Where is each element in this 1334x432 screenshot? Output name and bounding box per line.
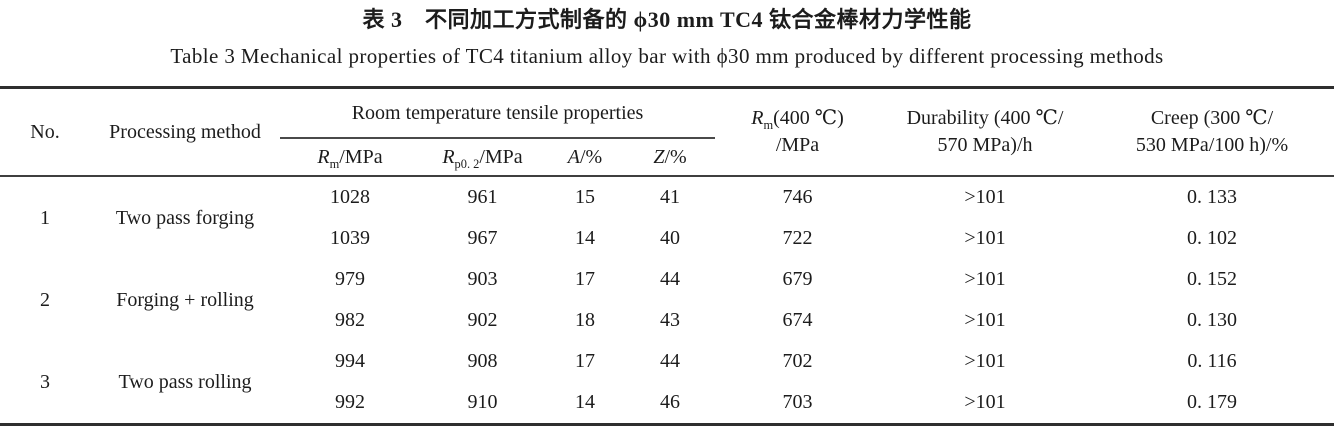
cell-reduction: 40 [660,227,680,249]
reduction-symbol: Z [653,145,665,168]
cell-elongation: 14 [575,391,595,413]
cell-rp02: 903 [467,268,498,290]
table-caption-zh: 表 3 不同加工方式制备的 ϕ30 mm TC4 钛合金棒材力学性能 [362,7,972,32]
rm400-line2: /MPa [775,134,820,156]
cell-creep: 0. 116 [1187,350,1237,372]
col-header-creep: Creep (300 ℃/ 530 MPa/100 h)/% [1090,87,1334,177]
cell-elongation: 17 [575,350,595,372]
cell-durability: >101 [964,186,1006,208]
cell-rm: 992 [335,391,365,413]
cell-creep: 0. 179 [1187,391,1238,413]
col-group-header-tensile: Room temperature tensile properties [280,87,716,139]
header-row-2: Rm/MPa Rp0. 2/MPa A/% Z/% [0,138,1334,177]
cell-rm: 994 [335,350,365,372]
cell-rm: 979 [335,268,365,290]
cell-rp02: 961 [467,186,498,208]
elongation-unit: /% [580,145,603,168]
col-header-rm: Rm/MPa [280,138,420,177]
durability-line1: Durability (400 ℃/ [906,107,1064,129]
rm400-condition: (400 ℃) [773,107,844,129]
cell-rm400: 702 [782,350,813,372]
table-row: 1 Two pass forging 1028 961 15 41 746 >1… [0,176,1334,229]
cell-reduction: 44 [660,268,680,290]
table-row: 982 902 18 43 674 >101 0. 130 [0,300,1334,341]
cell-rm400: 679 [782,268,813,290]
cell-rm: 982 [335,309,365,331]
rm-unit: /MPa [339,145,383,168]
rm400-line1: Rm(400 ℃) [715,105,880,132]
cell-rm400: 703 [782,391,813,413]
cell-durability: >101 [964,227,1006,249]
cell-rm400: 746 [782,186,813,208]
cell-no: 1 [40,206,50,229]
col-header-no: No. [0,87,90,177]
cell-rp02: 910 [467,391,498,413]
table-row: 2 Forging + rolling 979 903 17 44 679 >1… [0,259,1334,311]
cell-elongation: 18 [575,309,595,331]
col-header-reduction: Z/% [625,138,716,177]
reduction-unit: /% [664,145,687,168]
header-row-1: No. Processing method Room temperature t… [0,87,1334,177]
cell-reduction: 44 [660,350,680,372]
cell-creep: 0. 152 [1187,268,1238,290]
cell-durability: >101 [964,391,1006,413]
col-header-method: Processing method [90,87,280,177]
rm400-subscript: m [763,118,774,132]
creep-line2: 530 MPa/100 h)/% [1135,134,1289,156]
cell-elongation: 14 [575,227,595,249]
rp02-symbol: R [442,145,455,168]
col-header-rp02: Rp0. 2/MPa [420,138,545,177]
rp02-unit: /MPa [479,145,523,168]
durability-line2: 570 MPa)/h [937,134,1033,156]
col-header-rm400: Rm(400 ℃) /MPa [715,87,881,177]
cell-rm: 1039 [330,227,370,249]
cell-creep: 0. 102 [1187,227,1238,249]
cell-rm400: 674 [782,309,813,331]
cell-rm: 1028 [330,186,370,208]
col-header-durability: Durability (400 ℃/ 570 MPa)/h [880,87,1091,177]
rm-subscript: m [329,156,340,171]
cell-rp02: 908 [467,350,498,372]
cell-durability: >101 [964,268,1006,290]
creep-line1: Creep (300 ℃/ [1150,107,1274,129]
elongation-symbol: A [567,145,580,168]
cell-rp02: 967 [467,227,498,249]
cell-no: 3 [40,370,50,393]
cell-rp02: 902 [467,309,498,331]
table-caption-en: Table 3 Mechanical properties of TC4 tit… [170,44,1164,68]
cell-rm400: 722 [782,227,813,249]
cell-elongation: 17 [575,268,595,290]
rm400-symbol: R [751,107,764,129]
cell-reduction: 43 [660,309,680,331]
cell-method: Two pass rolling [118,370,252,393]
table-row: 3 Two pass rolling 994 908 17 44 702 >10… [0,341,1334,393]
cell-elongation: 15 [575,186,595,208]
table-row: 992 910 14 46 703 >101 0. 179 [0,382,1334,425]
col-header-elongation: A/% [545,138,625,177]
cell-creep: 0. 133 [1187,186,1238,208]
cell-durability: >101 [964,350,1006,372]
cell-method: Forging + rolling [116,288,254,311]
cell-no: 2 [40,288,50,311]
rm-symbol: R [317,145,330,168]
table-row: 1039 967 14 40 722 >101 0. 102 [0,218,1334,259]
mechanical-properties-table: No. Processing method Room temperature t… [0,86,1334,426]
cell-reduction: 41 [660,186,680,208]
cell-creep: 0. 130 [1187,309,1238,331]
rp02-subscript: p0. 2 [454,156,480,171]
cell-method: Two pass forging [115,206,255,229]
cell-reduction: 46 [660,391,680,413]
cell-durability: >101 [964,309,1006,331]
